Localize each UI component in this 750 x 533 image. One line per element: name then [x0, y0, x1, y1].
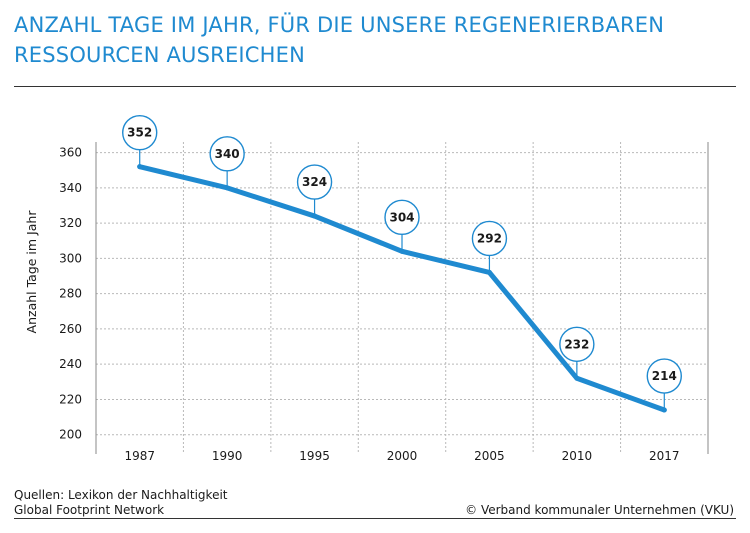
title-line-1: ANZAHL TAGE IM JAHR, FÜR DIE UNSERE REGE…	[14, 13, 665, 37]
data-label-bubble	[559, 326, 595, 362]
x-tick-label: 2005	[474, 449, 505, 463]
y-tick-label: 220	[59, 392, 82, 406]
data-label-bubble	[646, 358, 682, 394]
data-label-bubble	[384, 199, 420, 236]
x-axis-ticks: 1987 1990 1995 2000 2005 2010 2017	[124, 449, 679, 463]
data-label: 232	[564, 337, 589, 351]
data-label: 324	[302, 175, 327, 189]
x-tick-label: 1990	[212, 449, 243, 463]
y-axis-ticks: 200 220 240 260 280 300 320 340 360	[59, 146, 82, 442]
data-label: 214	[652, 369, 677, 383]
x-tick-label: 2000	[387, 449, 418, 463]
source-line-1: Quellen: Lexikon der Nachhaltigkeit	[14, 488, 228, 502]
y-tick-label: 340	[59, 181, 82, 195]
data-label-bubble	[471, 220, 508, 257]
data-label-bubble	[296, 164, 333, 200]
y-tick-label: 360	[59, 146, 82, 160]
x-tick-label: 2010	[562, 449, 593, 463]
copyright-credit: © Verband kommunaler Unternehmen (VKU)	[465, 503, 734, 517]
top-divider	[14, 86, 736, 87]
grid	[95, 142, 709, 454]
source-line-2: Global Footprint Network	[14, 503, 165, 517]
data-labels: 352 340 324 304 292 232 214	[122, 114, 682, 411]
y-axis-label: Anzahl Tage im Jahr	[24, 210, 39, 334]
y-tick-label: 300	[59, 251, 82, 265]
x-tick-label: 1995	[299, 449, 330, 463]
data-label-bubble	[122, 114, 158, 151]
x-tick-label: 1987	[124, 449, 155, 463]
bottom-divider	[14, 518, 736, 519]
y-tick-label: 260	[59, 322, 82, 336]
y-tick-label: 240	[59, 357, 82, 371]
data-label: 292	[477, 231, 502, 245]
data-label: 340	[215, 147, 240, 161]
data-label-bubble	[209, 136, 245, 172]
chart-title: ANZAHL TAGE IM JAHR, FÜR DIE UNSERE REGE…	[14, 10, 734, 70]
y-tick-label: 200	[59, 428, 82, 442]
data-label: 352	[127, 126, 152, 140]
x-tick-label: 2017	[649, 449, 680, 463]
title-line-2: RESSOURCEN AUSREICHEN	[14, 43, 306, 67]
sources: Quellen: Lexikon der Nachhaltigkeit Glob…	[14, 488, 228, 518]
y-tick-label: 280	[59, 287, 82, 301]
data-label: 304	[389, 210, 414, 224]
y-tick-label: 320	[59, 216, 82, 230]
